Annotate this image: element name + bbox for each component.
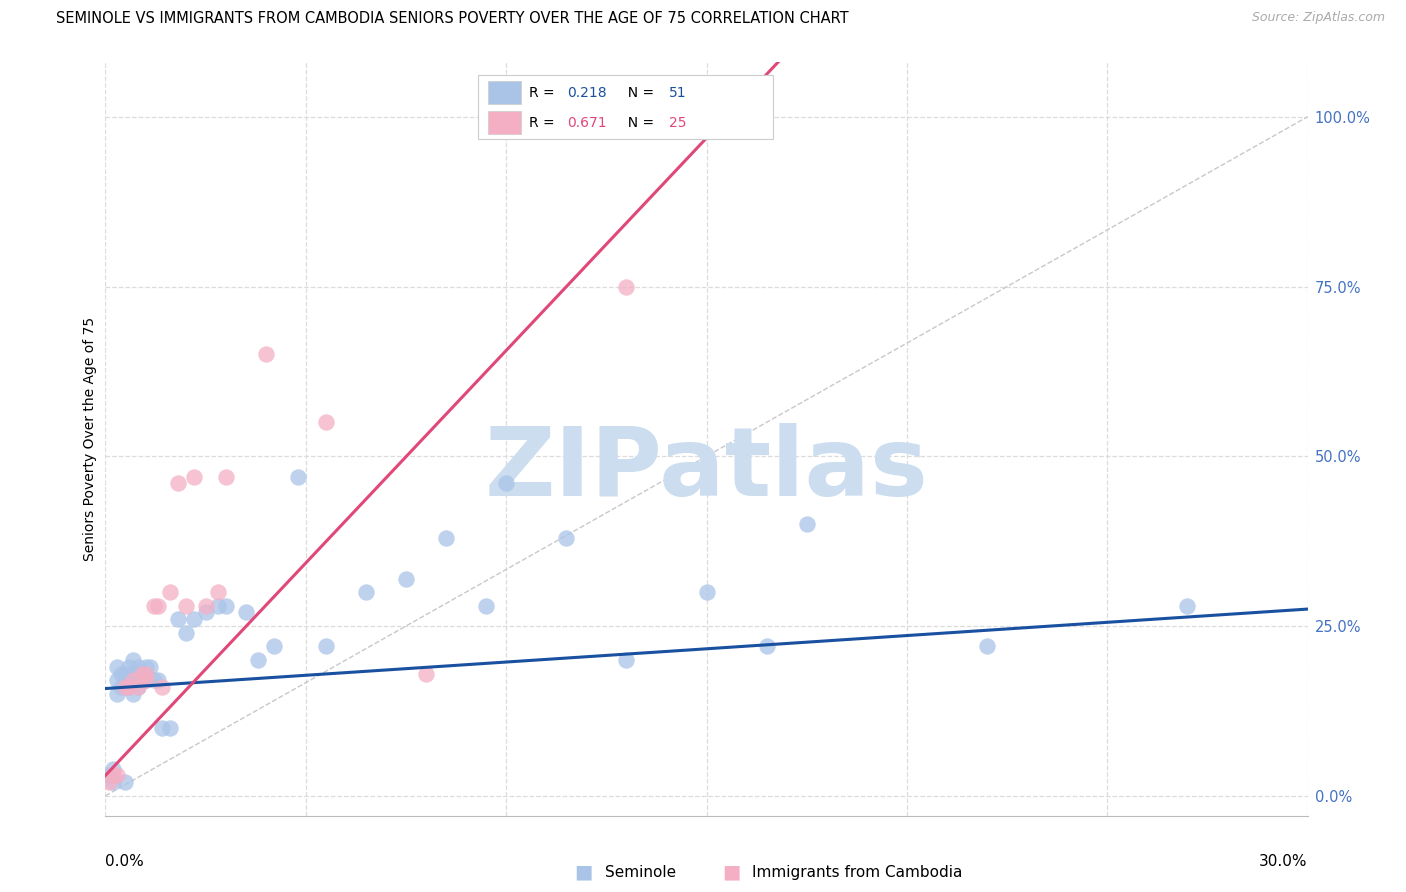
Point: [616, 279, 638, 293]
Point: [118, 660, 141, 674]
Point: [122, 687, 145, 701]
Point: [475, 599, 498, 613]
Text: R =: R =: [529, 86, 558, 100]
Point: [146, 599, 169, 613]
Point: [118, 680, 141, 694]
Point: [107, 687, 129, 701]
Text: Immigrants from Cambodia: Immigrants from Cambodia: [752, 865, 963, 880]
Point: [98, 775, 121, 789]
Point: [150, 721, 173, 735]
Point: [135, 673, 157, 688]
Point: [207, 585, 229, 599]
Point: [495, 476, 517, 491]
Point: [118, 680, 141, 694]
Point: [131, 666, 153, 681]
Point: [254, 347, 277, 361]
Point: [214, 469, 236, 483]
Point: [146, 673, 169, 688]
Point: [103, 775, 125, 789]
Point: [103, 762, 125, 776]
Text: Source: ZipAtlas.com: Source: ZipAtlas.com: [1251, 11, 1385, 24]
Point: [122, 653, 145, 667]
Text: 0.671: 0.671: [567, 116, 607, 129]
Text: ZIPatlas: ZIPatlas: [485, 423, 928, 516]
Point: [135, 673, 157, 688]
Point: [122, 666, 145, 681]
Point: [107, 768, 129, 782]
Text: N =: N =: [619, 116, 658, 129]
Point: [127, 680, 149, 694]
Point: [616, 653, 638, 667]
Point: [127, 680, 149, 694]
Point: [127, 660, 149, 674]
Point: [183, 612, 205, 626]
Point: [103, 768, 125, 782]
Point: [107, 660, 129, 674]
Point: [131, 666, 153, 681]
Point: [150, 680, 173, 694]
Point: [354, 585, 377, 599]
Point: [194, 599, 217, 613]
Point: [207, 599, 229, 613]
Point: [315, 640, 337, 654]
Text: ■: ■: [721, 863, 741, 882]
Point: [174, 599, 197, 613]
Point: [183, 469, 205, 483]
Point: [107, 673, 129, 688]
Point: [142, 599, 165, 613]
Text: N =: N =: [619, 86, 658, 100]
Point: [696, 585, 718, 599]
Point: [976, 640, 998, 654]
Point: [434, 531, 457, 545]
Text: 0.218: 0.218: [567, 86, 607, 100]
Point: [98, 768, 121, 782]
Point: [214, 599, 236, 613]
Point: [138, 660, 160, 674]
Point: [395, 572, 418, 586]
Point: [142, 673, 165, 688]
Point: [166, 476, 188, 491]
Point: [755, 640, 778, 654]
FancyBboxPatch shape: [478, 75, 773, 139]
Text: 30.0%: 30.0%: [1260, 854, 1308, 869]
Text: SEMINOLE VS IMMIGRANTS FROM CAMBODIA SENIORS POVERTY OVER THE AGE OF 75 CORRELAT: SEMINOLE VS IMMIGRANTS FROM CAMBODIA SEN…: [56, 11, 849, 26]
Text: R =: R =: [529, 116, 558, 129]
Point: [166, 612, 188, 626]
Point: [174, 625, 197, 640]
Point: [415, 666, 437, 681]
Point: [135, 660, 157, 674]
Point: [114, 680, 136, 694]
Text: 25: 25: [669, 116, 686, 129]
Point: [110, 666, 132, 681]
Text: 51: 51: [669, 86, 688, 100]
Point: [796, 517, 818, 532]
Point: [235, 606, 257, 620]
Point: [1177, 599, 1199, 613]
Point: [114, 775, 136, 789]
Text: 0.0%: 0.0%: [105, 854, 145, 869]
Point: [114, 666, 136, 681]
FancyBboxPatch shape: [488, 81, 522, 103]
Point: [246, 653, 269, 667]
Point: [716, 110, 738, 124]
Text: Seminole: Seminole: [605, 865, 676, 880]
Point: [122, 673, 145, 688]
Point: [131, 673, 153, 688]
Point: [263, 640, 285, 654]
Point: [110, 680, 132, 694]
Point: [194, 606, 217, 620]
Y-axis label: Seniors Poverty Over the Age of 75: Seniors Poverty Over the Age of 75: [83, 318, 97, 561]
Point: [159, 585, 181, 599]
FancyBboxPatch shape: [488, 112, 522, 134]
Text: ■: ■: [574, 863, 593, 882]
Point: [159, 721, 181, 735]
Point: [118, 673, 141, 688]
Point: [114, 680, 136, 694]
Point: [135, 666, 157, 681]
Point: [555, 531, 578, 545]
Point: [287, 469, 309, 483]
Point: [315, 415, 337, 429]
